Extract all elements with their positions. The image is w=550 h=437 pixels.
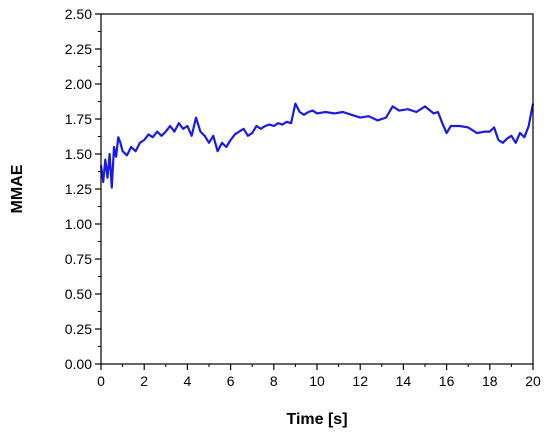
- x-tick-label: 20: [525, 373, 541, 389]
- y-axis: 0.00 0.25 0.50 0.75 1.00 1.25 1.50 1.75 2.00 2.25…: [65, 6, 101, 372]
- y-tick-label: 2.00: [65, 76, 92, 92]
- x-tick-label: 12: [352, 373, 368, 389]
- y-tick-label: 2.25: [65, 41, 92, 57]
- x-tick-label: 18: [482, 373, 498, 389]
- y-tick-label: 0.00: [65, 356, 92, 372]
- y-tick-label: 0.25: [65, 321, 92, 337]
- x-tick-label: 0: [97, 373, 105, 389]
- y-tick-label: 1.00: [65, 216, 92, 232]
- x-tick-label: 4: [184, 373, 192, 389]
- x-axis: 0 2 4 6 8 10 12 14 16 18 20: [97, 364, 541, 389]
- x-tick-label: 2: [140, 373, 148, 389]
- y-tick-label: 1.75: [65, 111, 92, 127]
- x-tick-label: 16: [439, 373, 455, 389]
- y-axis-title: MMAE: [9, 164, 26, 213]
- plot-frame: [100, 13, 534, 365]
- x-axis-title: Time [s]: [286, 411, 347, 428]
- x-tick-label: 6: [227, 373, 235, 389]
- y-tick-label: 1.50: [65, 146, 92, 162]
- y-tick-label: 0.50: [65, 286, 92, 302]
- y-tick-label: 1.25: [65, 181, 92, 197]
- x-tick-label: 10: [309, 373, 325, 389]
- x-tick-label: 8: [270, 373, 278, 389]
- y-tick-label: 2.50: [65, 6, 92, 22]
- y-tick-label: 0.75: [65, 251, 92, 267]
- series-line-mmae: [99, 102, 535, 189]
- x-tick-label: 14: [396, 373, 412, 389]
